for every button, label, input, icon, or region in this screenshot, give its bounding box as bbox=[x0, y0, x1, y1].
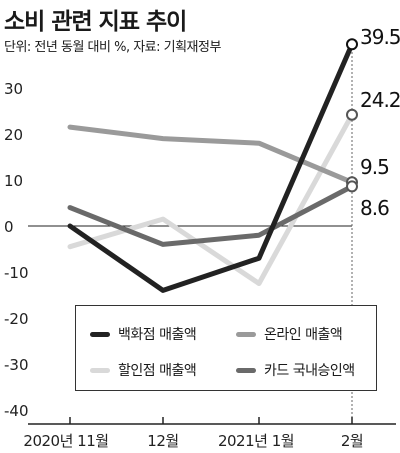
y-tick-label: 0 bbox=[4, 218, 14, 236]
y-tick-label: -30 bbox=[4, 356, 29, 374]
x-tick-label: 2월 bbox=[341, 432, 363, 450]
data-label-4: 8.6 bbox=[360, 196, 389, 220]
y-tick-label: -10 bbox=[4, 264, 29, 282]
series-line-4 bbox=[67, 183, 355, 247]
chart-subtitle: 단위: 전년 동월 대비 %, 자료: 기획재정부 bbox=[4, 40, 221, 55]
legend-swatch bbox=[90, 367, 110, 373]
legend-label: 카드 국내승인액 bbox=[264, 363, 355, 379]
legend-label: 백화점 매출액 bbox=[118, 327, 197, 343]
series-end-point-1 bbox=[346, 38, 358, 51]
x-tick-label: 2020년 11월 bbox=[23, 432, 108, 450]
x-tick-label: 12월 bbox=[147, 432, 178, 450]
legend-swatch bbox=[236, 367, 256, 373]
chart-title: 소비 관련 지표 추이 bbox=[4, 9, 187, 35]
data-label-3: 24.2 bbox=[360, 88, 400, 112]
y-tick-label: 10 bbox=[4, 172, 23, 190]
y-tick-label: -20 bbox=[4, 310, 29, 328]
series-end-point-4 bbox=[346, 180, 358, 193]
data-label-2: 9.5 bbox=[360, 155, 389, 179]
series-line-3 bbox=[67, 112, 355, 286]
series-line-2 bbox=[67, 124, 355, 185]
y-tick-label: -40 bbox=[4, 402, 29, 420]
legend-item: 온라인 매출액 bbox=[236, 324, 343, 344]
legend-label: 온라인 매출액 bbox=[264, 327, 343, 343]
legend-item: 카드 국내승인액 bbox=[236, 360, 355, 380]
series-line-1 bbox=[67, 41, 355, 293]
series-end-point-3 bbox=[346, 108, 358, 121]
legend-item: 백화점 매출액 bbox=[90, 324, 197, 344]
data-label-1: 39.5 bbox=[360, 25, 400, 49]
legend-swatch bbox=[90, 331, 110, 337]
legend-item: 할인점 매출액 bbox=[90, 360, 197, 380]
y-tick-label: 30 bbox=[4, 80, 23, 98]
legend-label: 할인점 매출액 bbox=[118, 363, 197, 379]
legend-swatch bbox=[236, 331, 256, 337]
x-tick-label: 2021년 1월 bbox=[218, 432, 294, 450]
y-tick-label: 20 bbox=[4, 126, 23, 144]
